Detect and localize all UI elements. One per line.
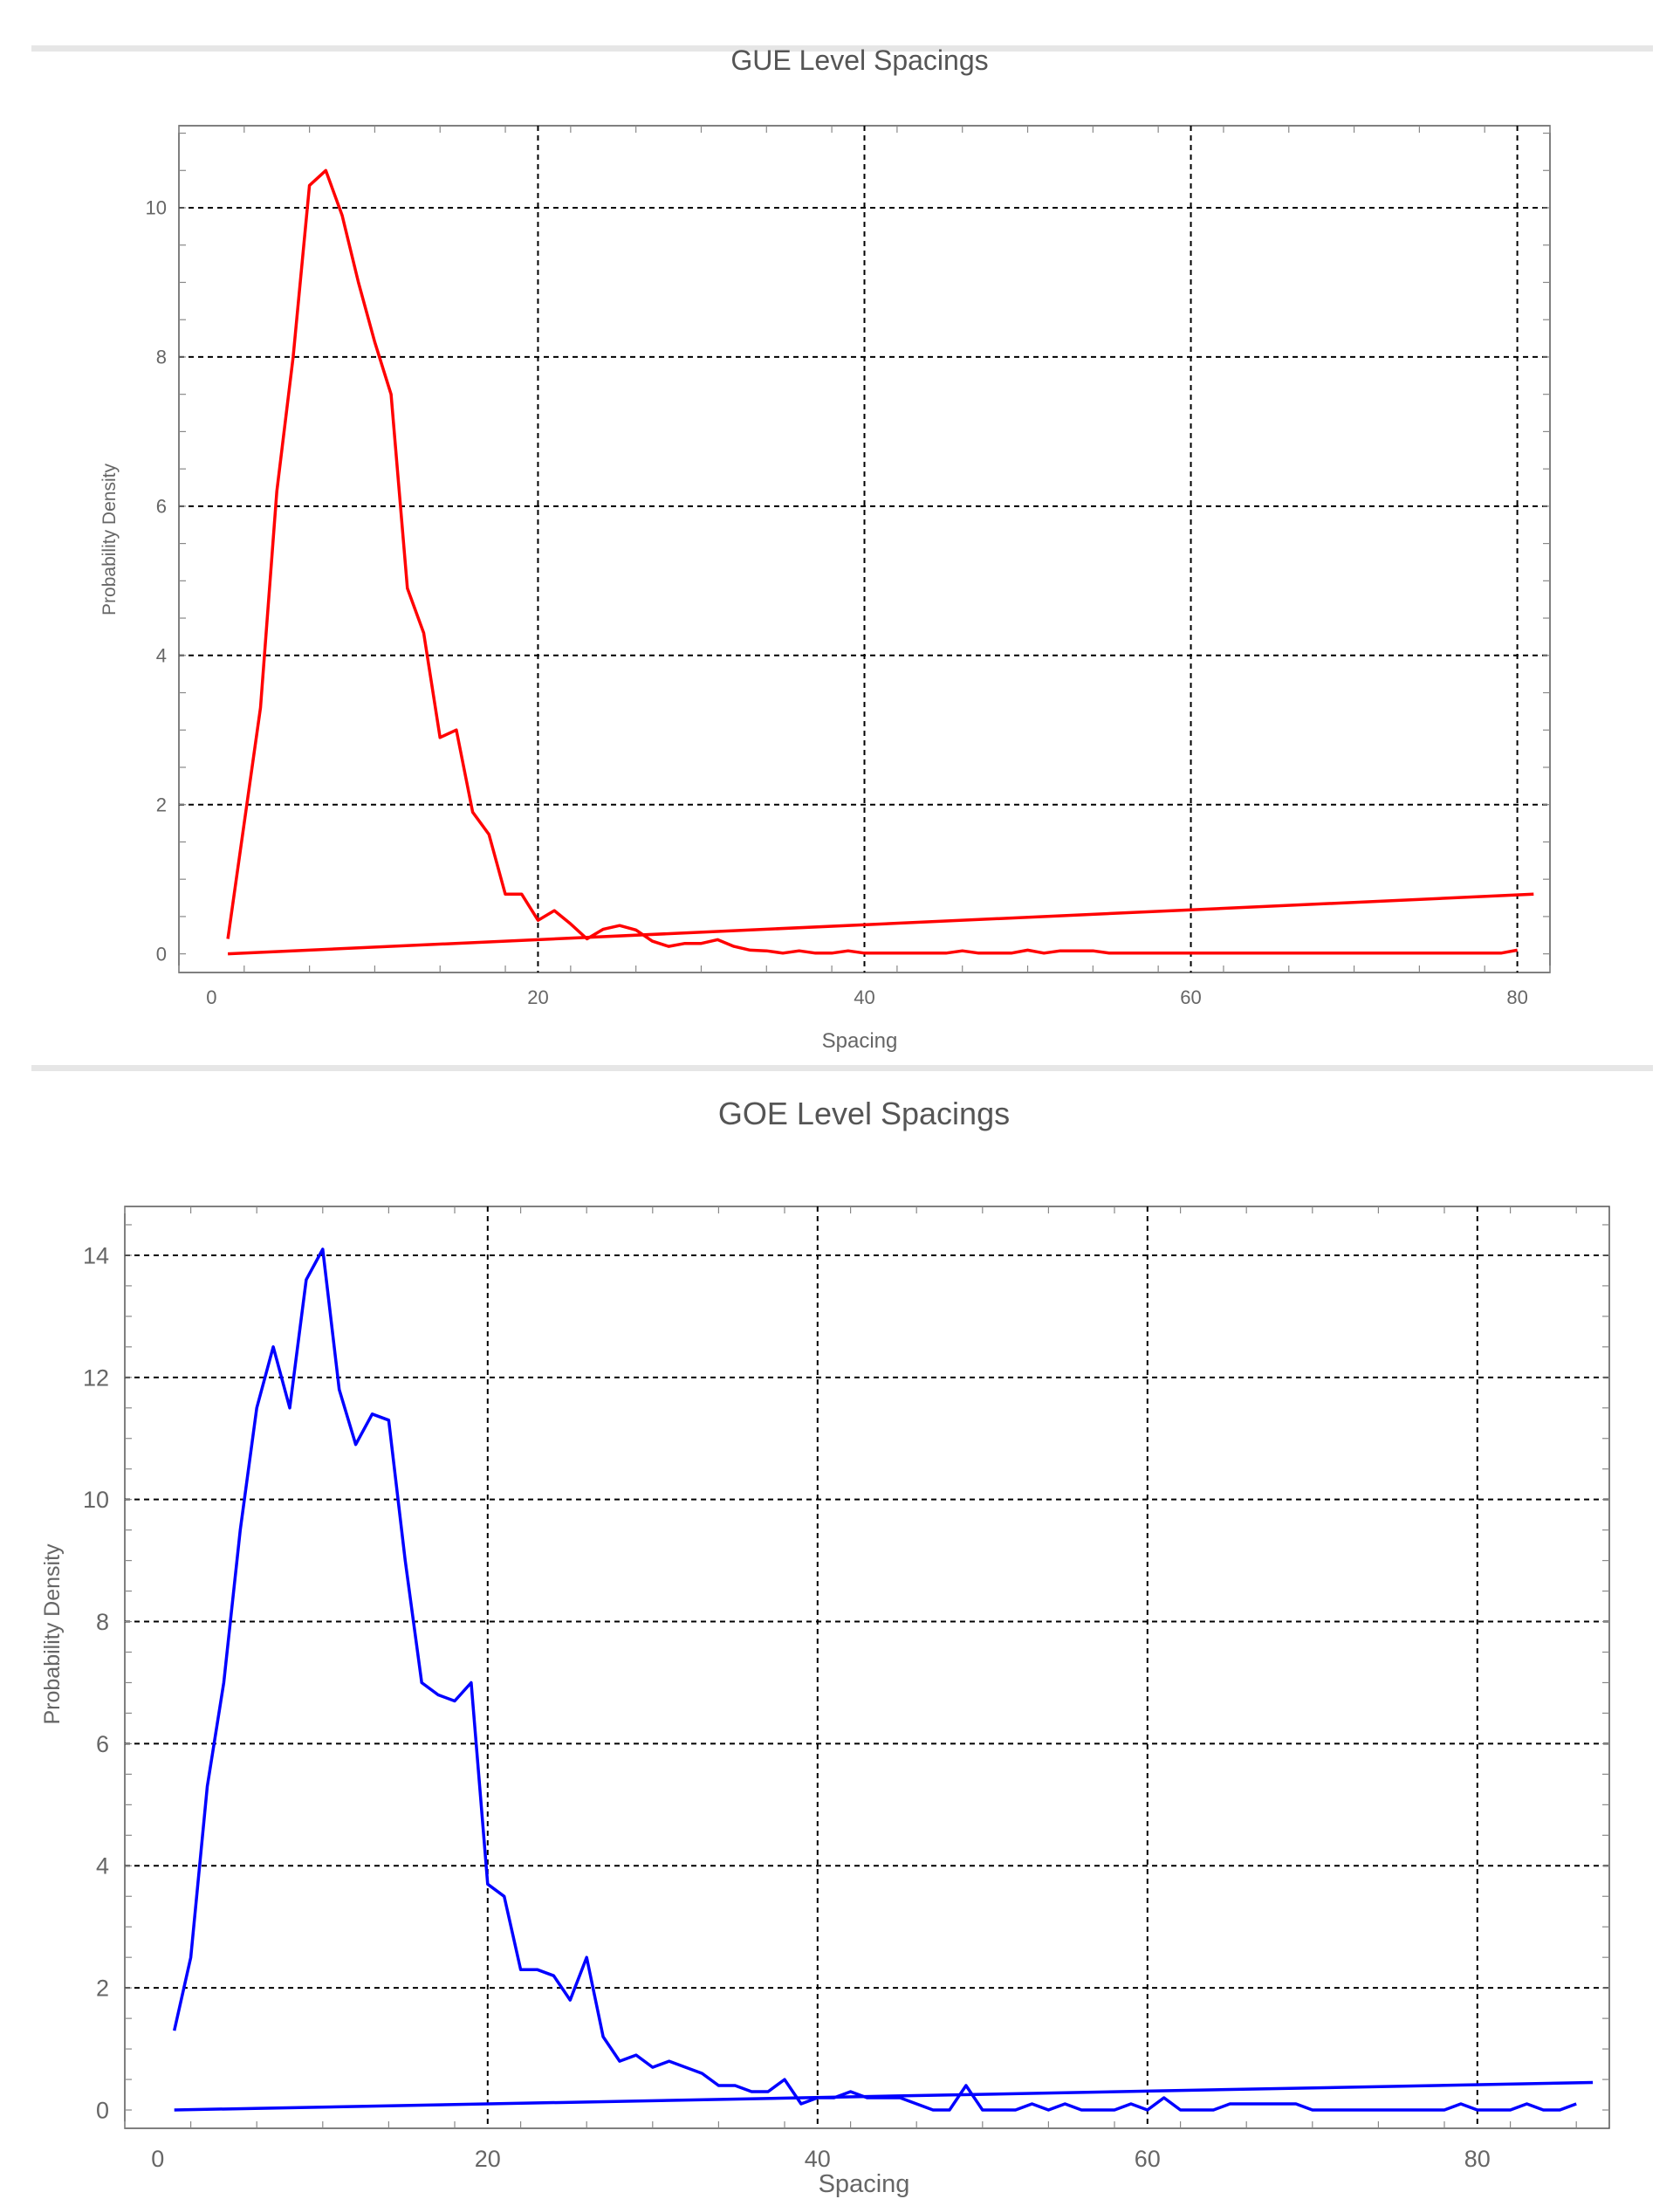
x-tick-label: 20 — [527, 986, 548, 1008]
x-tick-label: 0 — [206, 986, 216, 1008]
series-line-reference — [228, 892, 1534, 956]
separator-rule — [31, 1065, 1653, 1071]
y-tick-label: 4 — [96, 1853, 109, 1880]
x-tick-label: 80 — [1506, 986, 1527, 1008]
y-tick-label: 6 — [156, 496, 167, 518]
y-tick-label: 14 — [83, 1242, 109, 1268]
x-tick-label: 60 — [1135, 2146, 1161, 2172]
x-tick-label: 40 — [805, 2146, 831, 2172]
gue-chart-panel: GUE Level Spacings Spacing Probability D… — [0, 0, 1680, 1065]
goe-chart: GOE Level Spacings Spacing Probability D… — [40, 1096, 1610, 2198]
y-tick-label: 0 — [96, 2097, 109, 2123]
y-tick-label: 10 — [146, 197, 167, 219]
y-tick-label: 2 — [96, 1976, 109, 2002]
series-line-histogram — [172, 1247, 1577, 2112]
plot-frame — [124, 1206, 1610, 2129]
y-tick-label: 10 — [83, 1487, 109, 1513]
separator-rule — [31, 45, 1653, 52]
y-tick-label: 0 — [156, 943, 167, 965]
x-tick-label: 60 — [1180, 986, 1201, 1008]
x-axis-label: Spacing — [819, 2170, 910, 2198]
y-tick-label: 2 — [156, 794, 167, 815]
goe-chart-panel: GOE Level Spacings Spacing Probability D… — [0, 1065, 1680, 2206]
x-tick-label: 20 — [475, 2146, 501, 2172]
series-line-reference — [174, 2080, 1594, 2112]
y-axis-label: Probability Density — [40, 1543, 65, 1725]
series-line-histogram — [226, 168, 1518, 955]
y-tick-label: 4 — [156, 644, 167, 666]
y-axis-label: Probability Density — [99, 464, 120, 615]
x-tick-label: 0 — [151, 2146, 164, 2172]
y-tick-label: 6 — [96, 1731, 109, 1757]
y-tick-label: 8 — [96, 1609, 109, 1635]
x-tick-label: 40 — [854, 986, 874, 1008]
y-tick-label: 8 — [156, 347, 167, 368]
y-tick-label: 12 — [83, 1364, 109, 1391]
chart-title: GOE Level Spacings — [718, 1096, 1010, 1131]
gue-chart: GUE Level Spacings Spacing Probability D… — [99, 45, 1551, 1053]
chart-title: GUE Level Spacings — [730, 45, 988, 76]
x-tick-label: 80 — [1464, 2146, 1491, 2172]
x-axis-label: Spacing — [822, 1029, 898, 1053]
